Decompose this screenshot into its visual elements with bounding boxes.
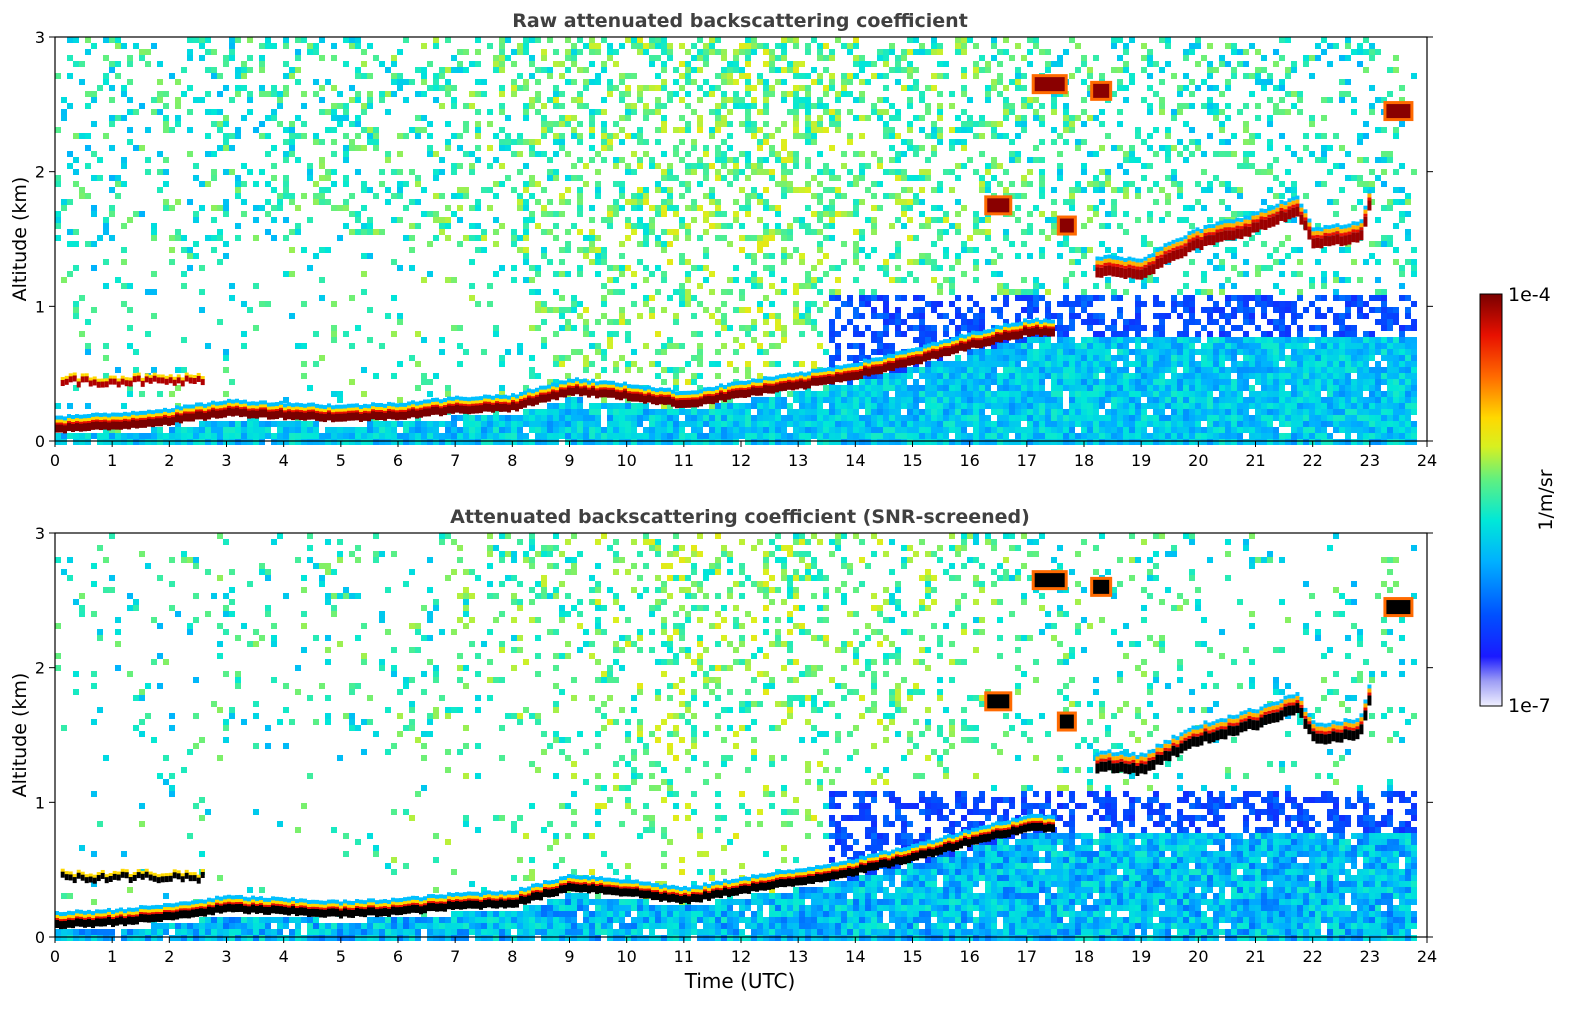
aloft-cloud-patches xyxy=(984,74,1414,236)
x-tick-label: 6 xyxy=(393,947,403,966)
panel-raw-title: Raw attenuated backscattering coefficien… xyxy=(512,10,968,32)
x-tick-label: 16 xyxy=(959,451,979,470)
x-tick-label: 13 xyxy=(788,451,808,470)
y-tick-label: 0 xyxy=(35,928,45,947)
colorbar-scale xyxy=(1479,293,1503,707)
colorbar-max-label: 1e-4 xyxy=(1508,284,1551,306)
y-tick-label: 0 xyxy=(35,432,45,451)
x-tick-label: 9 xyxy=(564,451,574,470)
x-tick-label: 2 xyxy=(164,947,174,966)
x-tick-label: 15 xyxy=(902,947,922,966)
y-tick-label: 1 xyxy=(35,793,45,812)
panel-raw: Raw attenuated backscattering coefficien… xyxy=(9,10,1437,470)
x-tick-label: 1 xyxy=(107,947,117,966)
x-tick-label: 12 xyxy=(731,947,751,966)
x-tick-label: 19 xyxy=(1131,451,1151,470)
x-tick-label: 18 xyxy=(1074,947,1094,966)
x-tick-label: 6 xyxy=(393,451,403,470)
x-tick-label: 7 xyxy=(450,947,460,966)
x-tick-label: 11 xyxy=(674,451,694,470)
colorbar-unit-label: 1/m/sr xyxy=(1535,469,1557,530)
y-tick-label: 1 xyxy=(35,297,45,316)
elevated-cloud-layer xyxy=(1095,684,1372,776)
x-tick-label: 9 xyxy=(564,947,574,966)
panel-screened-plot-area xyxy=(55,533,1417,941)
boundary-layer-band xyxy=(55,813,1055,930)
x-tick-label: 19 xyxy=(1131,947,1151,966)
x-tick-label: 21 xyxy=(1245,451,1265,470)
panel-raw-x-axis: 0 1 2 3 4 5 6 7 8 9 10 11 12 13 14 15 16 17 18 19 20 21 22 23 24 xyxy=(50,441,1437,470)
x-tick-label: 16 xyxy=(959,947,979,966)
x-tick-label: 3 xyxy=(221,947,231,966)
x-tick-label: 4 xyxy=(279,947,289,966)
x-tick-label: 7 xyxy=(450,451,460,470)
x-tick-label: 13 xyxy=(788,947,808,966)
x-tick-label: 14 xyxy=(845,947,865,966)
elevated-cloud-layer xyxy=(1095,189,1372,280)
x-tick-label: 18 xyxy=(1074,451,1094,470)
colorbar: 1e-4 1e-7 1/m/sr xyxy=(1479,284,1557,717)
x-tick-label: 23 xyxy=(1360,947,1380,966)
x-tick-label: 17 xyxy=(1017,947,1037,966)
panel-screened-y-label: Altitude (km) xyxy=(9,673,31,798)
x-tick-label: 14 xyxy=(845,451,865,470)
x-tick-label: 5 xyxy=(336,451,346,470)
panel-screened-x-label: Time (UTC) xyxy=(684,969,796,993)
x-tick-label: 24 xyxy=(1417,947,1437,966)
x-tick-label: 3 xyxy=(221,451,231,470)
panel-screened-x-axis: 0 1 2 3 4 5 6 7 8 9 10 11 12 13 14 15 16 17 18 19 20 21 22 23 24 xyxy=(50,937,1437,966)
panel-raw-y-axis: 0 1 2 3 xyxy=(35,28,1433,451)
aloft-cloud-patches xyxy=(984,570,1414,732)
x-tick-label: 20 xyxy=(1188,947,1208,966)
x-tick-label: 22 xyxy=(1302,451,1322,470)
x-tick-label: 10 xyxy=(616,947,636,966)
y-tick-label: 3 xyxy=(35,524,45,543)
x-tick-label: 17 xyxy=(1017,451,1037,470)
y-tick-label: 2 xyxy=(35,659,45,678)
y-tick-label: 3 xyxy=(35,28,45,47)
x-tick-label: 1 xyxy=(107,451,117,470)
x-tick-label: 5 xyxy=(336,947,346,966)
x-tick-label: 2 xyxy=(164,451,174,470)
backscatter-noise-field xyxy=(55,37,1417,445)
boundary-layer-band xyxy=(55,317,1055,434)
x-tick-label: 0 xyxy=(50,451,60,470)
panel-screened: Attenuated backscattering coefficient (S… xyxy=(9,506,1437,993)
x-tick-label: 22 xyxy=(1302,947,1322,966)
panel-raw-plot-area xyxy=(55,37,1417,445)
x-tick-label: 21 xyxy=(1245,947,1265,966)
x-tick-label: 8 xyxy=(507,947,517,966)
x-tick-label: 15 xyxy=(902,451,922,470)
y-tick-label: 2 xyxy=(35,163,45,182)
x-tick-label: 12 xyxy=(731,451,751,470)
x-tick-label: 0 xyxy=(50,947,60,966)
panel-screened-y-axis: 0 1 2 3 xyxy=(35,524,1433,947)
x-tick-label: 11 xyxy=(674,947,694,966)
panel-screened-title: Attenuated backscattering coefficient (S… xyxy=(450,506,1030,528)
x-tick-label: 20 xyxy=(1188,451,1208,470)
x-tick-label: 4 xyxy=(279,451,289,470)
x-tick-label: 23 xyxy=(1360,451,1380,470)
x-tick-label: 24 xyxy=(1417,451,1437,470)
x-tick-label: 8 xyxy=(507,451,517,470)
panel-raw-y-label: Altitude (km) xyxy=(9,177,31,302)
colorbar-min-label: 1e-7 xyxy=(1508,695,1551,717)
x-tick-label: 10 xyxy=(616,451,636,470)
